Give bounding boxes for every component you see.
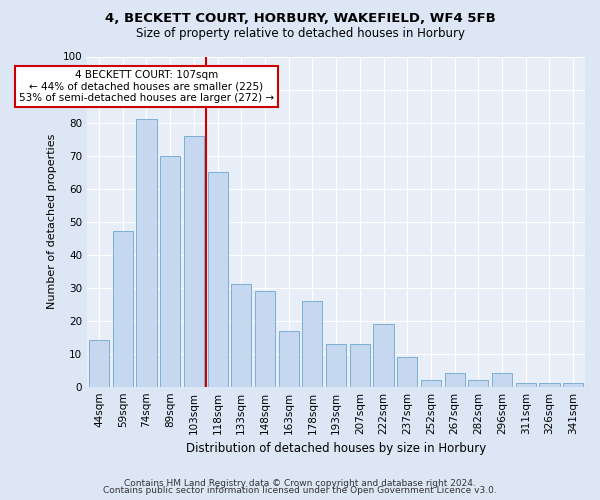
Text: 4 BECKETT COURT: 107sqm
← 44% of detached houses are smaller (225)
53% of semi-d: 4 BECKETT COURT: 107sqm ← 44% of detache… — [19, 70, 274, 103]
Bar — [421, 380, 441, 386]
Y-axis label: Number of detached properties: Number of detached properties — [47, 134, 57, 310]
Bar — [468, 380, 488, 386]
Bar — [397, 357, 417, 386]
Bar — [492, 374, 512, 386]
Bar — [350, 344, 370, 387]
Bar — [539, 384, 560, 386]
Bar — [160, 156, 180, 386]
Bar — [184, 136, 204, 386]
Bar — [373, 324, 394, 386]
Bar — [278, 330, 299, 386]
Bar — [255, 291, 275, 386]
Bar — [113, 232, 133, 386]
Bar — [326, 344, 346, 387]
Bar — [231, 284, 251, 386]
Bar — [563, 384, 583, 386]
Text: Size of property relative to detached houses in Horbury: Size of property relative to detached ho… — [136, 28, 464, 40]
Text: Contains HM Land Registry data © Crown copyright and database right 2024.: Contains HM Land Registry data © Crown c… — [124, 478, 476, 488]
Bar — [208, 172, 227, 386]
Bar — [89, 340, 109, 386]
X-axis label: Distribution of detached houses by size in Horbury: Distribution of detached houses by size … — [186, 442, 486, 455]
Bar — [515, 384, 536, 386]
Bar — [445, 374, 464, 386]
Bar — [302, 301, 322, 386]
Text: 4, BECKETT COURT, HORBURY, WAKEFIELD, WF4 5FB: 4, BECKETT COURT, HORBURY, WAKEFIELD, WF… — [104, 12, 496, 26]
Bar — [136, 119, 157, 386]
Text: Contains public sector information licensed under the Open Government Licence v3: Contains public sector information licen… — [103, 486, 497, 495]
